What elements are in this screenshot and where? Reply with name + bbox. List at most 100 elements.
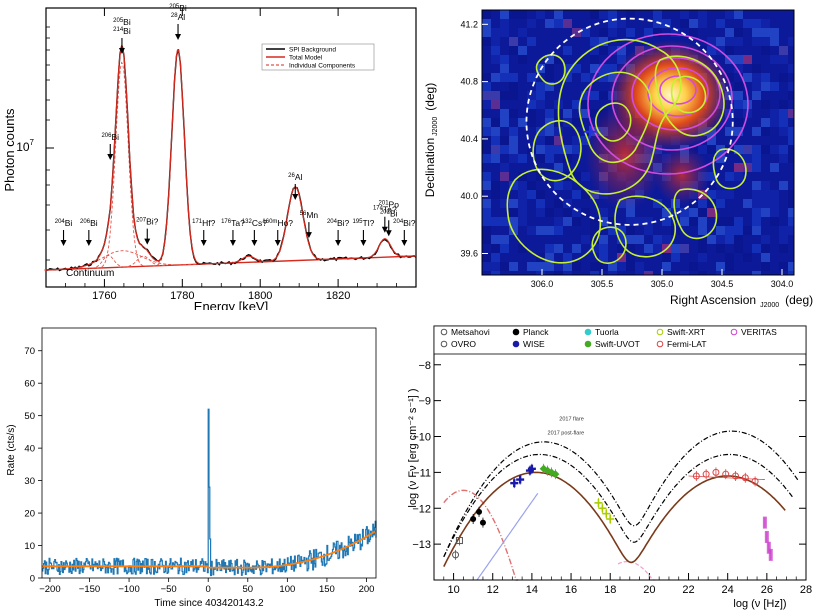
skymap-pixel [599,217,608,226]
skymap-pixel [734,82,743,91]
skymap-pixel [626,217,635,226]
skymap-pixel [509,73,518,82]
skymap-pixel [689,19,698,28]
skymap-frame [481,9,795,276]
skymap-pixel [707,145,716,154]
skymap-pixel [482,235,491,244]
skymap-pixel [500,55,509,64]
spi-line-annotation: 195Tl? [353,218,375,246]
skymap-pixel [491,190,500,199]
skymap-pixel [752,163,761,172]
skymap-pixel [500,172,509,181]
spi-line-annotation: 207Bi? [136,217,159,245]
spi-line-annotation: 204Bi [55,218,72,246]
spi-annotation-label: 160mHo? [262,218,293,228]
sed-data-point [762,516,767,529]
sed-xtick-label: 16 [565,584,577,596]
skymap-pixel [671,28,680,37]
skymap-pixel [716,226,725,235]
skymap-pixel [545,244,554,253]
spi-component-line [153,49,203,267]
skymap-pixel [572,100,581,109]
skymap-pixel [671,253,680,262]
skymap-pixel [509,226,518,235]
skymap-pixel [761,235,770,244]
skymap-pixel [779,73,788,82]
skymap-pixel [482,91,491,100]
skymap-pixel [662,217,671,226]
skymap-pixel [761,46,770,55]
skymap-pixel [716,262,725,271]
skymap-pixel [761,145,770,154]
skymap-pixel [743,145,752,154]
skymap-pixel [491,118,500,127]
skymap-pixel [707,199,716,208]
skymap-pixel [536,172,545,181]
skymap-pixel [527,226,536,235]
skymap-pixel [608,28,617,37]
skymap-pixel [536,208,545,217]
magenta-contours [587,33,749,175]
skymap-pixel [716,235,725,244]
sed-data-point [479,517,486,528]
sed-xtick-label: 18 [604,584,616,596]
skymap-pixel [779,46,788,55]
sed-ytick-label: −11 [413,467,431,479]
skymap-pixel [743,163,752,172]
sed-legend-item: Fermi-LAT [656,339,707,349]
skymap-pixel [527,190,536,199]
sed-legend-item: Planck [512,327,549,337]
skymap-pixel [779,262,788,271]
skymap-pixel [788,217,794,226]
skymap-pixel [536,127,545,136]
svg-text:Swift-XRT: Swift-XRT [667,327,705,337]
lc-ytick-label: 10 [24,541,35,552]
sed-legend-item: WISE [512,339,545,349]
skymap-pixel [734,217,743,226]
spi-line-annotation: 206Bi [80,218,98,246]
skymap-pixel [698,145,707,154]
spi-annotation-label: 132Cs? [242,218,267,228]
skymap-pixel [527,118,536,127]
skymap-pixel [788,37,794,46]
skymap-pixel [725,235,734,244]
skymap-xtick-label: 304.0 [771,279,794,289]
skymap-pixel [698,244,707,253]
skymap-pixel [788,208,794,217]
skymap-pixel [707,172,716,181]
skymap-pixel [635,262,644,271]
skymap-pixel [563,262,572,271]
skymap-pixel [680,271,689,275]
skymap-ytick-label: 40.4 [460,134,478,144]
skymap-pixel [554,217,563,226]
skymap-pixel [482,217,491,226]
lc-xtick-label: 200 [359,584,375,595]
continuum-label: Continuum [66,268,114,279]
skymap-pixel [716,19,725,28]
skymap-pixel [770,217,779,226]
skymap-pixel [509,82,518,91]
skymap-pixel [491,37,500,46]
spi-legend-item: SPI Background [289,47,336,54]
skymap-pixel [770,199,779,208]
skymap-pixel [752,37,761,46]
skymap-pixel [545,253,554,262]
skymap-pixel [788,226,794,235]
spi-line-annotation: 206Bi [101,132,119,160]
skymap-pixel [590,262,599,271]
skymap-pixel [734,244,743,253]
sed-legend: Metsahovi Planck Tuorla Swift-XRT VERITAS OVR… [433,325,807,355]
sed-data-point [510,478,519,489]
skymap-pixel [545,154,554,163]
skymap-pixel [617,235,626,244]
skymap-pixel [545,55,554,64]
skymap-pixel [536,91,545,100]
skymap-pixel [563,73,572,82]
skymap-pixel [644,271,653,275]
skymap-pixel [752,73,761,82]
skymap-pixel [770,145,779,154]
skymap-pixel [536,190,545,199]
skymap-pixel [581,208,590,217]
skymap-ytick-label: 39.6 [460,249,478,259]
